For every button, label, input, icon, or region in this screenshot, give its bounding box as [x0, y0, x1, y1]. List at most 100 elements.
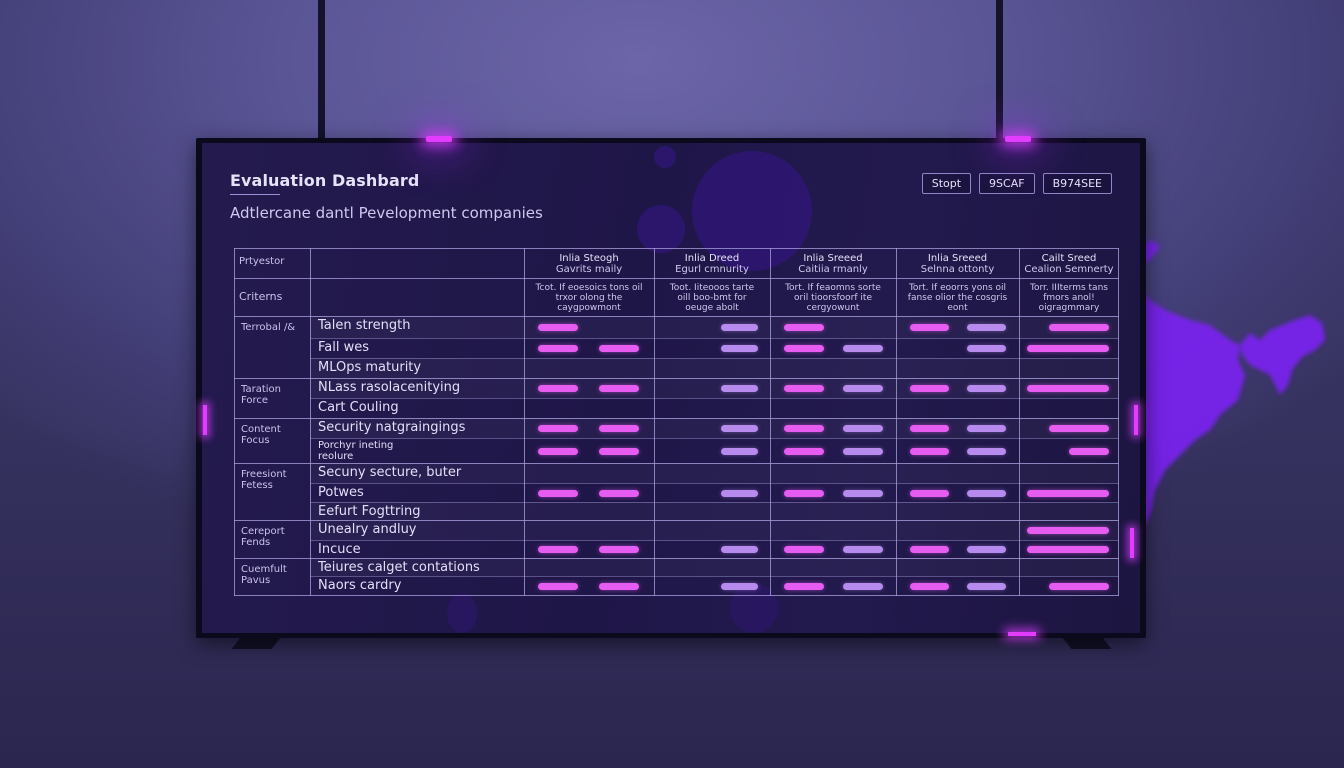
grid-line [310, 576, 1119, 577]
bokeh-decoration [637, 205, 685, 253]
score-bar[interactable] [538, 490, 578, 497]
score-bar[interactable] [538, 345, 578, 352]
column-header-title[interactable]: Inlia Sreeed [803, 253, 863, 264]
score-bar[interactable] [721, 425, 758, 432]
row-band [310, 520, 1119, 540]
score-bar[interactable] [1027, 527, 1109, 534]
score-bar[interactable] [843, 345, 883, 352]
score-bar[interactable] [538, 385, 578, 392]
bokeh-decoration [692, 151, 812, 271]
grid-line [234, 520, 1119, 521]
score-bar[interactable] [843, 448, 883, 455]
score-bar[interactable] [784, 345, 824, 352]
column-header-title[interactable]: Inlia Sreeed [927, 253, 988, 264]
score-bar[interactable] [967, 583, 1006, 590]
score-bar[interactable] [967, 345, 1006, 352]
group-label: Taration Force [241, 384, 281, 406]
score-bar[interactable] [784, 425, 824, 432]
criterion-label: Eefurt Fogttring [318, 504, 421, 519]
score-bar[interactable] [784, 490, 824, 497]
score-bar[interactable] [910, 546, 949, 553]
score-bar[interactable] [784, 546, 824, 553]
score-bar[interactable] [967, 490, 1006, 497]
score-bar[interactable] [538, 583, 578, 590]
score-bar[interactable] [721, 345, 758, 352]
score-bar[interactable] [910, 324, 949, 331]
score-bar[interactable] [538, 546, 578, 553]
score-bar[interactable] [538, 448, 578, 455]
grid-line [310, 502, 1119, 503]
grid-line [1118, 248, 1119, 596]
column-header-title[interactable]: Cailt Sreed [1041, 253, 1097, 264]
score-bar[interactable] [1049, 425, 1109, 432]
score-bar[interactable] [910, 448, 949, 455]
criterion-label: Cart Couling [318, 400, 399, 415]
score-bar[interactable] [967, 546, 1006, 553]
score-bar[interactable] [599, 583, 639, 590]
score-bar[interactable] [599, 490, 639, 497]
criterion-label: Talen strength [318, 318, 411, 333]
score-bar[interactable] [843, 546, 883, 553]
grid-line [234, 418, 1119, 419]
column-header-subtitle: Egurl cmnurity [675, 264, 749, 275]
score-bar[interactable] [721, 546, 758, 553]
score-bar[interactable] [721, 385, 758, 392]
score-bar[interactable] [910, 425, 949, 432]
score-bar[interactable] [721, 448, 758, 455]
row-band [310, 502, 1119, 520]
score-bar[interactable] [721, 324, 758, 331]
score-bar[interactable] [967, 385, 1006, 392]
column-header-title[interactable]: Inlia Steogh [559, 253, 619, 264]
row-band [310, 358, 1119, 378]
score-bar[interactable] [967, 324, 1006, 331]
score-bar[interactable] [599, 385, 639, 392]
score-bar[interactable] [599, 425, 639, 432]
tv-display: Evaluation Dashbard Adtlercane dantl Pev… [196, 138, 1146, 638]
score-bar[interactable] [538, 425, 578, 432]
score-bar[interactable] [1027, 385, 1109, 392]
led-accent [1005, 136, 1031, 142]
score-bar[interactable] [1027, 546, 1109, 553]
score-bar[interactable] [721, 583, 758, 590]
group-label: Cereport Fends [241, 526, 285, 548]
score-bar[interactable] [910, 490, 949, 497]
score-bar[interactable] [910, 583, 949, 590]
score-bar[interactable] [910, 385, 949, 392]
criterion-label: Naors cardry [318, 578, 402, 593]
india-map-graphic [1110, 240, 1325, 540]
score-bar[interactable] [967, 425, 1006, 432]
score-bar[interactable] [1049, 583, 1109, 590]
score-bar[interactable] [1027, 345, 1109, 352]
score-bar[interactable] [599, 345, 639, 352]
score-bar[interactable] [1069, 448, 1109, 455]
9scaf-button[interactable]: 9SCAF [979, 173, 1035, 194]
score-bar[interactable] [1049, 324, 1109, 331]
criterion-label: NLass rasolacenitying [318, 380, 461, 395]
score-bar[interactable] [784, 448, 824, 455]
score-bar[interactable] [843, 583, 883, 590]
criterion-label: Incuce [318, 542, 361, 557]
score-bar[interactable] [843, 385, 883, 392]
score-bar[interactable] [721, 490, 758, 497]
stopt-button[interactable]: Stopt [921, 173, 972, 194]
score-bar[interactable] [599, 546, 639, 553]
grid-line [234, 316, 1119, 317]
score-bar[interactable] [1027, 490, 1109, 497]
score-bar[interactable] [784, 324, 824, 331]
score-bar[interactable] [843, 425, 883, 432]
score-bar[interactable] [843, 490, 883, 497]
column-header-title[interactable]: Inlia Dreed [684, 253, 740, 264]
grid-line [234, 463, 1119, 464]
score-bar[interactable] [538, 324, 578, 331]
score-bar[interactable] [599, 448, 639, 455]
column-header-subtitle: Cealion Semnerty [1024, 264, 1114, 275]
b974see-button[interactable]: B974SEE [1042, 173, 1112, 194]
score-bar[interactable] [784, 385, 824, 392]
grid-line [310, 438, 1119, 439]
score-bar[interactable] [967, 448, 1006, 455]
led-accent [426, 136, 452, 142]
grid-line [310, 483, 1119, 484]
title-underline [230, 194, 280, 195]
score-bar[interactable] [784, 583, 824, 590]
grid-line [654, 248, 655, 596]
